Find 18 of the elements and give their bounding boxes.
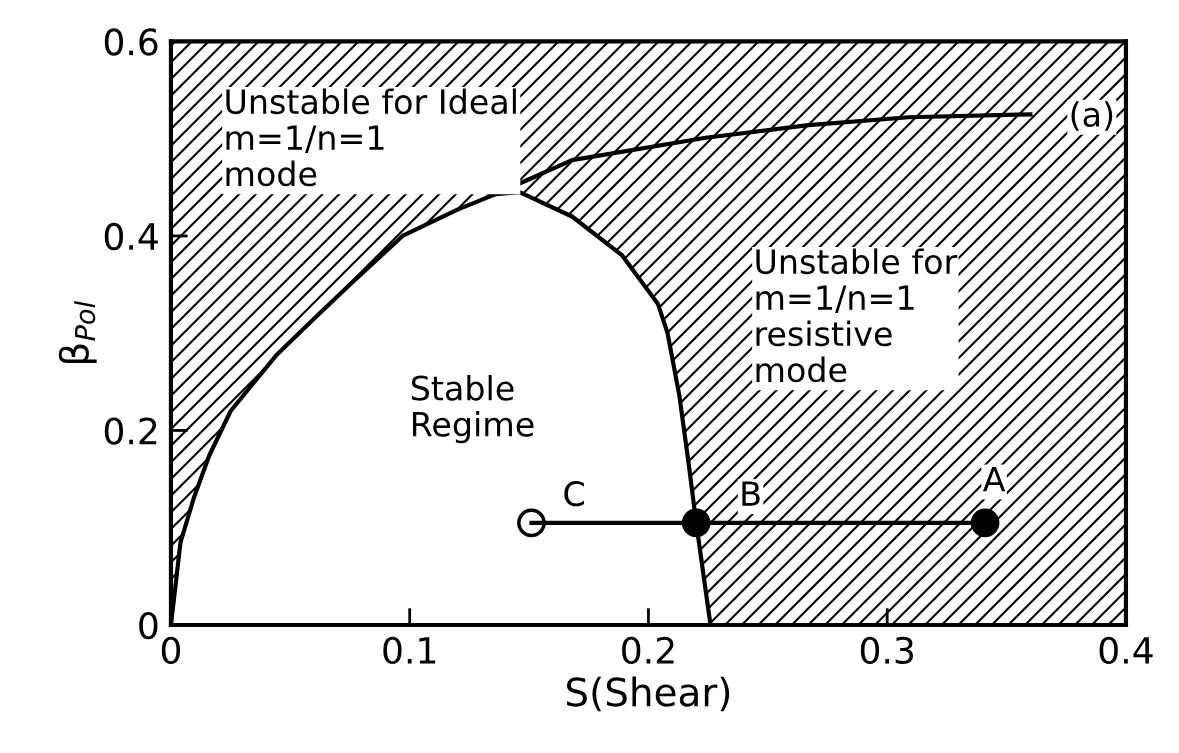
annotation: Unstable for m=1/n=1 resistive mode <box>756 248 958 383</box>
y-tick-label: 0.6 <box>104 28 158 56</box>
annotation: (a) <box>1071 101 1113 131</box>
x-tick-label: 0 <box>161 636 181 665</box>
annotation: Unstable for Ideal m=1/n=1 mode <box>226 88 516 187</box>
x-tick-label: 0.1 <box>383 636 436 665</box>
y-tick-label: 0.4 <box>104 222 158 251</box>
annotation: C <box>564 481 584 507</box>
y-tick-label: 0 <box>139 611 158 640</box>
x-tick-label: 0.2 <box>622 636 674 665</box>
x-tick-label: 0.3 <box>860 636 914 665</box>
annotation: Stable Regime <box>411 374 534 444</box>
annotation: B <box>742 481 760 506</box>
x-axis-title: S(Shear) <box>566 676 730 712</box>
x-tick-label: 0.4 <box>1099 636 1153 665</box>
y-tick-label: 0.2 <box>104 417 157 445</box>
annotation: A <box>982 466 1006 492</box>
y-axis-title: β$_{Pol}$ <box>58 300 97 363</box>
